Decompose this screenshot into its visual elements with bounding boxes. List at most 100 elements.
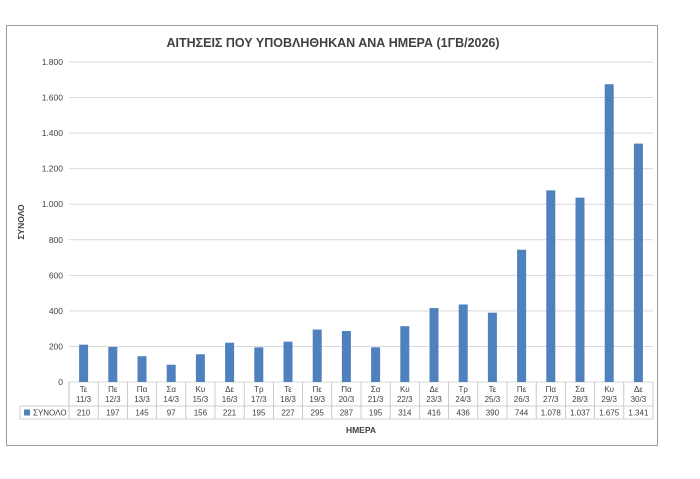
- bar: [546, 190, 556, 382]
- x-tick-day: Σα: [575, 385, 585, 394]
- x-tick-day: Κυ: [400, 385, 410, 394]
- x-tick-day: Τε: [489, 385, 497, 394]
- table-value: 744: [515, 409, 529, 418]
- table-value: 416: [427, 409, 441, 418]
- bar: [166, 364, 176, 382]
- x-tick-day: Πε: [517, 385, 527, 394]
- x-tick-date: 13/3: [134, 395, 150, 404]
- table-value: 97: [167, 409, 176, 418]
- x-tick-day: Τρ: [458, 385, 468, 394]
- y-axis-label: ΣΥΝΟΛΟ: [16, 204, 26, 240]
- bar: [633, 143, 643, 382]
- x-tick-day: Κυ: [196, 385, 206, 394]
- bar-chart: ΑΙΤΗΣΕΙΣ ΠΟΥ ΥΠΟΒΛΗΘΗΚΑΝ ΑΝΑ ΗΜΕΡΑ (1ΓΒ/…: [16, 36, 654, 435]
- x-tick-date: 29/3: [601, 395, 617, 404]
- x-tick-day: Δε: [430, 385, 439, 394]
- gridlines: [69, 61, 653, 383]
- x-tick-date: 22/3: [397, 395, 413, 404]
- table-value: 197: [106, 409, 120, 418]
- chart-container: ΑΙΤΗΣΕΙΣ ΠΟΥ ΥΠΟΒΛΗΘΗΚΑΝ ΑΝΑ ΗΜΕΡΑ (1ΓΒ/…: [6, 25, 658, 446]
- x-axis-ticks: Τε11/3Πε12/3Πα13/3Σα14/3Κυ15/3Δε16/3Τρ17…: [76, 385, 647, 404]
- bar: [604, 84, 614, 382]
- bar: [108, 346, 118, 382]
- x-tick-date: 11/3: [76, 395, 92, 404]
- x-tick-date: 25/3: [485, 395, 501, 404]
- x-tick-day: Πε: [108, 385, 118, 394]
- x-tick-date: 23/3: [426, 395, 442, 404]
- chart-title: ΑΙΤΗΣΕΙΣ ΠΟΥ ΥΠΟΒΛΗΘΗΚΑΝ ΑΝΑ ΗΜΕΡΑ (1ΓΒ/…: [166, 36, 499, 50]
- y-tick-label: 400: [49, 306, 63, 316]
- bars: [79, 84, 643, 382]
- x-tick-date: 26/3: [514, 395, 530, 404]
- x-tick-day: Τε: [284, 385, 292, 394]
- y-axis-ticks: 0 200 400 600 800 1.000 1.200 1.400 1.600 1.800: [42, 57, 64, 387]
- x-tick-day: Πα: [137, 385, 148, 394]
- y-tick-label: 1.400: [42, 128, 64, 138]
- table-value: 227: [281, 409, 295, 418]
- x-tick-date: 30/3: [631, 395, 647, 404]
- bar: [371, 347, 381, 382]
- table-value: 314: [398, 409, 412, 418]
- x-tick-day: Τε: [80, 385, 88, 394]
- y-tick-label: 1.000: [42, 199, 64, 209]
- table-value: 210: [77, 409, 91, 418]
- table-value: 1.675: [599, 409, 620, 418]
- bar: [312, 329, 322, 382]
- table-value: 145: [135, 409, 149, 418]
- x-tick-day: Σα: [166, 385, 176, 394]
- x-tick-day: Κυ: [604, 385, 614, 394]
- legend-swatch: [24, 409, 30, 416]
- x-tick-day: Δε: [634, 385, 643, 394]
- x-tick-date: 16/3: [222, 395, 238, 404]
- y-tick-label: 1.800: [42, 57, 64, 67]
- table-value: 390: [486, 409, 500, 418]
- bar: [283, 341, 293, 382]
- x-tick-date: 17/3: [251, 395, 267, 404]
- bar: [575, 197, 585, 382]
- x-axis-label: ΗΜΕΡΑ: [346, 425, 376, 435]
- table-value: 287: [340, 409, 354, 418]
- bar: [341, 330, 351, 382]
- x-tick-date: 27/3: [543, 395, 559, 404]
- table-value: 195: [369, 409, 383, 418]
- table-value: 436: [457, 409, 471, 418]
- x-tick-date: 18/3: [280, 395, 296, 404]
- bar: [429, 308, 439, 382]
- bar: [400, 326, 410, 382]
- x-tick-date: 24/3: [455, 395, 471, 404]
- y-tick-label: 800: [49, 235, 63, 245]
- y-tick-label: 600: [49, 270, 63, 280]
- y-tick-label: 200: [49, 341, 63, 351]
- x-tick-day: Δε: [225, 385, 234, 394]
- x-tick-date: 20/3: [339, 395, 355, 404]
- bar: [137, 356, 147, 382]
- x-tick-date: 12/3: [105, 395, 121, 404]
- x-tick-day: Τρ: [254, 385, 264, 394]
- x-tick-day: Πε: [313, 385, 323, 394]
- bar: [487, 312, 497, 382]
- table-value: 221: [223, 409, 237, 418]
- bar: [517, 249, 527, 382]
- table-value: 156: [194, 409, 208, 418]
- legend-label: ΣΥΝΟΛΟ: [33, 409, 67, 418]
- table-value: 1.078: [541, 409, 562, 418]
- bar: [195, 354, 205, 382]
- x-tick-day: Σα: [371, 385, 381, 394]
- x-tick-date: 21/3: [368, 395, 384, 404]
- bar: [254, 347, 264, 382]
- table-value: 295: [311, 409, 325, 418]
- x-tick-date: 19/3: [309, 395, 325, 404]
- y-tick-label: 1.600: [42, 93, 64, 103]
- x-tick-date: 15/3: [193, 395, 209, 404]
- y-tick-label: 1.200: [42, 164, 64, 174]
- table-value: 1.037: [570, 409, 591, 418]
- x-tick-date: 14/3: [163, 395, 179, 404]
- x-tick-day: Πα: [546, 385, 557, 394]
- data-table: ΣΥΝΟΛΟ 210 197 145 97 156 221 195 227 295 287 195 31…: [19, 382, 654, 420]
- bar: [458, 304, 468, 382]
- x-tick-day: Πα: [341, 385, 352, 394]
- y-tick-label: 0: [58, 377, 63, 387]
- table-value: 1.341: [628, 409, 649, 418]
- bar: [225, 342, 235, 382]
- table-value: 195: [252, 409, 266, 418]
